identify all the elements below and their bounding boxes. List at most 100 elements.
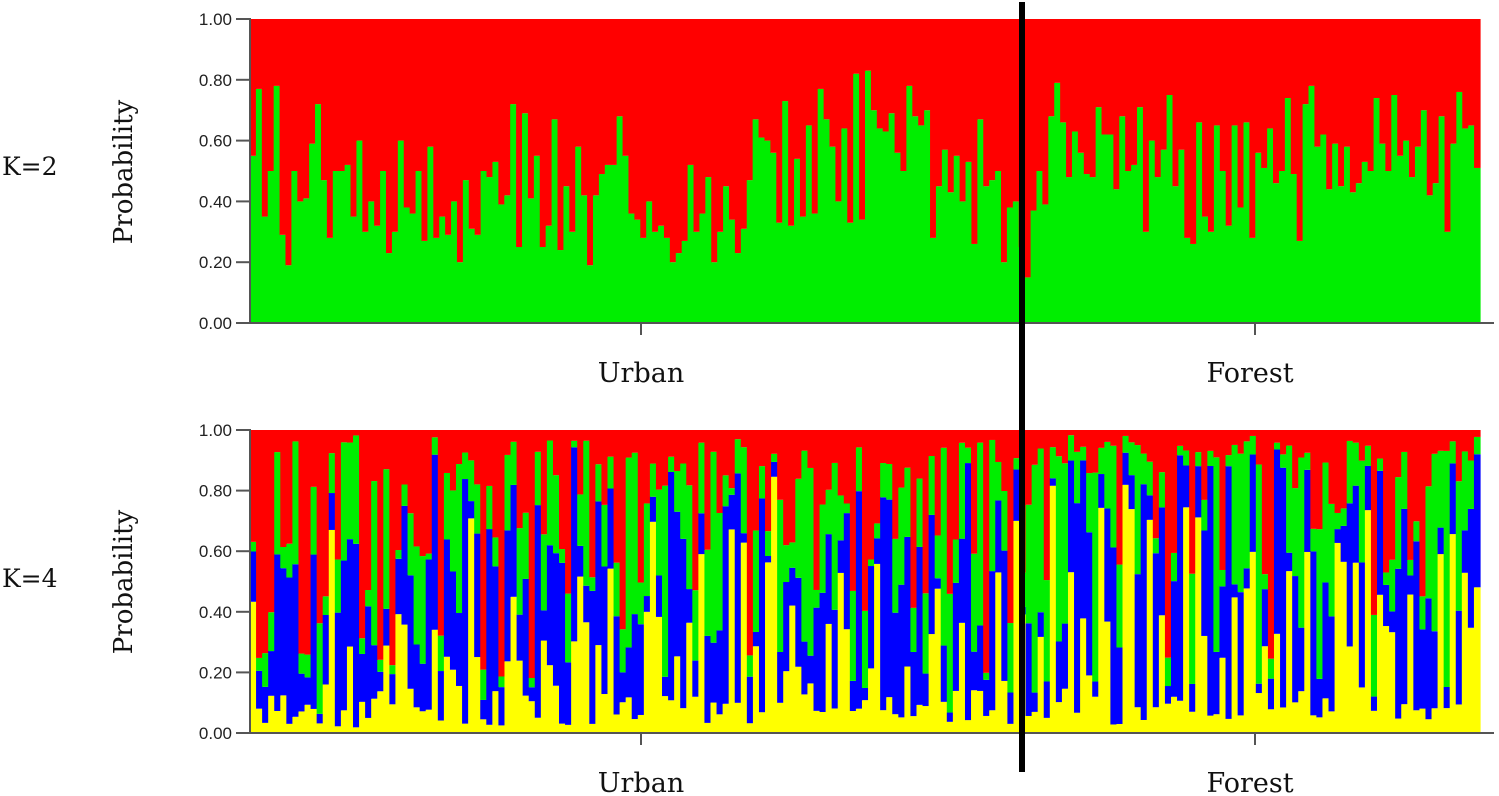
bar-segment xyxy=(286,577,294,724)
bar-segment xyxy=(291,19,298,171)
bar-segment xyxy=(1122,435,1130,453)
bar-segment xyxy=(439,216,446,323)
bar-segment xyxy=(480,19,488,171)
bar-segment xyxy=(983,19,990,187)
bar-segment xyxy=(334,559,342,613)
bar-segment xyxy=(1401,451,1408,509)
bar-segment xyxy=(668,472,675,701)
bar-segment xyxy=(480,699,487,720)
bar-segment xyxy=(1172,186,1180,323)
bar-segment xyxy=(292,564,300,717)
bar-segment xyxy=(1249,551,1257,733)
bar-segment xyxy=(415,19,423,171)
bar-segment xyxy=(1225,466,1233,719)
bar-segment xyxy=(1025,504,1033,624)
bar-segment xyxy=(1425,719,1433,733)
bar-segment xyxy=(528,677,536,688)
bar-segment xyxy=(1201,430,1208,500)
bar-segment xyxy=(843,629,851,733)
bar-segment xyxy=(916,704,924,733)
bar-segment xyxy=(1110,445,1118,548)
bar-segment xyxy=(1461,451,1469,531)
bar-segment xyxy=(1328,711,1336,733)
bar-segment xyxy=(801,430,809,451)
bar-segment xyxy=(692,590,699,661)
bar-segment xyxy=(486,19,494,178)
bar-segment xyxy=(474,19,482,235)
bar-segment xyxy=(607,456,615,489)
bar-segment xyxy=(861,687,869,701)
y-tick-label: 0.40 xyxy=(199,192,232,211)
bar-segment xyxy=(886,430,893,464)
bar-segment xyxy=(359,430,366,639)
bar-segment xyxy=(746,723,754,733)
bar-segment xyxy=(587,265,594,323)
bar-segment xyxy=(1119,19,1126,117)
bar-segment xyxy=(1134,707,1142,733)
bar-segment xyxy=(1190,19,1197,244)
bar-segment xyxy=(740,19,748,229)
bar-segment xyxy=(898,584,905,718)
bar-segment xyxy=(940,430,948,448)
bar-segment xyxy=(1455,704,1463,733)
bar-segment xyxy=(1328,430,1336,504)
bar-segment xyxy=(977,625,984,691)
bar-segment xyxy=(918,125,925,324)
bar-segment xyxy=(557,250,565,323)
bar-segment xyxy=(1098,474,1105,508)
bar-segment xyxy=(655,430,663,490)
bar-segment xyxy=(1219,19,1227,171)
bar-segment xyxy=(886,697,893,733)
bar-segment xyxy=(1273,19,1280,184)
bar-segment xyxy=(1302,19,1310,105)
bar-segment xyxy=(1249,435,1257,455)
bar-segment xyxy=(1116,564,1124,648)
bar-segment xyxy=(1071,131,1079,323)
bar-segment xyxy=(504,19,511,196)
bar-segment xyxy=(692,660,699,697)
bar-segment xyxy=(1278,19,1286,171)
bar-segment xyxy=(1290,19,1298,175)
bar-segment xyxy=(1025,715,1033,733)
bar-segment xyxy=(1055,702,1063,733)
bar-segment xyxy=(407,430,415,514)
bar-segment xyxy=(868,668,875,733)
bar-segment xyxy=(415,171,423,323)
bar-segment xyxy=(383,608,390,646)
bar-segment xyxy=(377,659,384,672)
bar-segment xyxy=(935,19,943,187)
bar-segment xyxy=(365,717,372,733)
bar-segment xyxy=(425,709,433,733)
bar-segment xyxy=(498,687,506,726)
bar-segment xyxy=(413,546,421,645)
bar-segment xyxy=(395,558,403,615)
bar-segment xyxy=(1328,616,1336,712)
bar-segment xyxy=(964,447,972,464)
bar-segment xyxy=(575,19,582,147)
bar-segment xyxy=(1383,572,1390,585)
bar-segment xyxy=(1249,19,1256,238)
bar-segment xyxy=(1292,576,1299,703)
bar-segment xyxy=(431,437,439,455)
bar-segment xyxy=(315,104,322,324)
bar-segment xyxy=(431,454,439,630)
bar-segment xyxy=(995,461,1002,501)
bar-segment xyxy=(837,540,845,573)
bar-segment xyxy=(280,430,287,548)
bar-segment xyxy=(480,171,488,323)
bar-segment xyxy=(1142,231,1150,323)
bar-segment xyxy=(1067,572,1075,733)
bar-segment xyxy=(456,464,463,614)
bar-segment xyxy=(843,503,851,514)
bar-segment xyxy=(928,456,936,515)
bar-segment xyxy=(1395,430,1402,478)
bar-segment xyxy=(619,629,627,673)
bar-segment xyxy=(326,19,334,238)
bar-segment xyxy=(1152,707,1160,733)
bar-segment xyxy=(1403,19,1410,141)
bar-segment xyxy=(486,529,493,725)
bar-segment xyxy=(546,440,554,546)
bar-segment xyxy=(789,605,796,733)
bar-segment xyxy=(1377,430,1384,459)
bar-segment xyxy=(1080,430,1087,447)
